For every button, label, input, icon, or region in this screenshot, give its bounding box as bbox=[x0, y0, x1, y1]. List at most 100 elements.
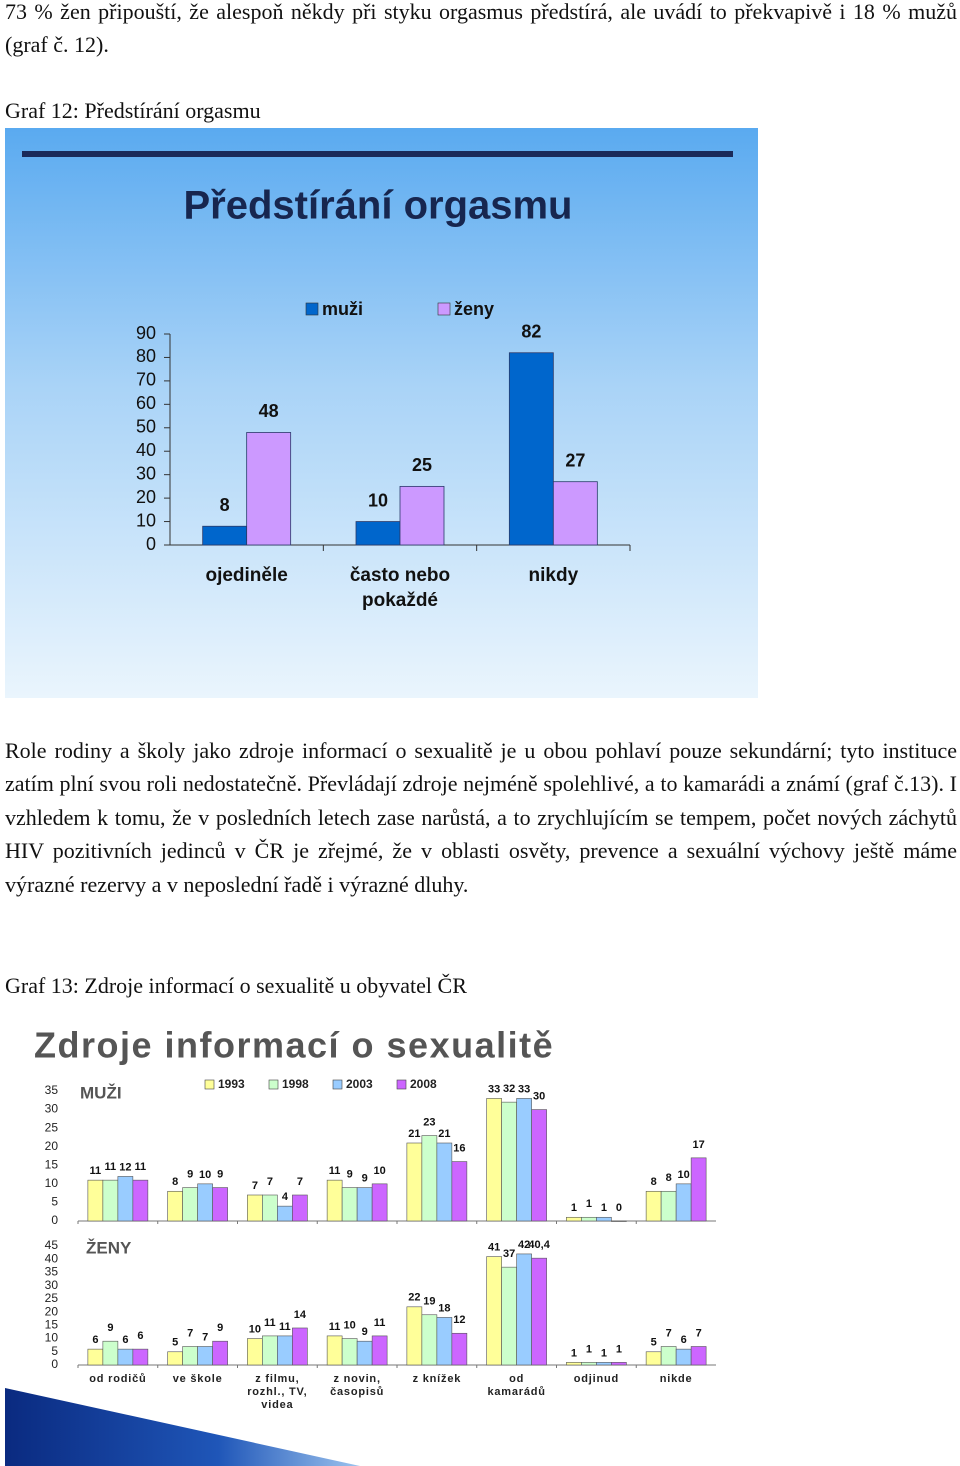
bar bbox=[197, 1346, 213, 1366]
bar bbox=[292, 1327, 308, 1366]
value-label: 11 bbox=[329, 1321, 341, 1333]
value-label: 25 bbox=[412, 455, 432, 475]
y-tick-label: 70 bbox=[136, 370, 156, 390]
chart-title: Předstírání orgasmu bbox=[183, 184, 572, 228]
bar bbox=[675, 1183, 692, 1222]
bar bbox=[581, 1362, 597, 1366]
value-label: 12 bbox=[119, 1161, 131, 1173]
bar bbox=[486, 1256, 502, 1366]
y-tick-label: 35 bbox=[45, 1265, 59, 1279]
bar bbox=[675, 1348, 692, 1366]
paragraph: 73 % žen připouští, že alespoň někdy při… bbox=[5, 0, 957, 58]
value-label: 1 bbox=[601, 1202, 607, 1214]
bar bbox=[516, 1253, 532, 1366]
value-label: 33 bbox=[518, 1083, 530, 1095]
value-label: 23 bbox=[423, 1116, 435, 1128]
bar bbox=[451, 1161, 468, 1222]
y-tick-label: 35 bbox=[45, 1083, 59, 1097]
paragraph: Role rodiny a školy jako zdroje informac… bbox=[5, 738, 957, 897]
panel-label: MUŽI bbox=[80, 1083, 122, 1102]
y-tick-label: 40 bbox=[136, 440, 156, 460]
value-label: 42 bbox=[518, 1239, 530, 1251]
bar bbox=[421, 1135, 438, 1222]
value-label: 9 bbox=[362, 1172, 368, 1184]
y-tick-label: 30 bbox=[136, 463, 156, 483]
y-tick-label: 90 bbox=[136, 323, 156, 343]
value-label: 17 bbox=[693, 1139, 705, 1151]
value-label: 10 bbox=[368, 490, 388, 510]
bar bbox=[182, 1187, 198, 1222]
bar bbox=[341, 1187, 358, 1222]
value-label: 6 bbox=[122, 1334, 128, 1346]
x-tick-label: od rodičů bbox=[89, 1373, 147, 1385]
value-label: 0 bbox=[616, 1202, 622, 1214]
bar bbox=[399, 485, 445, 546]
panel-label: ŽENY bbox=[86, 1238, 132, 1257]
bar bbox=[611, 1362, 627, 1366]
value-label: 9 bbox=[187, 1168, 193, 1180]
value-label: 1 bbox=[571, 1202, 577, 1214]
bar bbox=[451, 1332, 468, 1366]
bar bbox=[501, 1101, 517, 1222]
bar bbox=[690, 1346, 707, 1366]
legend-label: ženy bbox=[454, 299, 494, 319]
value-label: 7 bbox=[696, 1327, 702, 1339]
value-label: 14 bbox=[294, 1309, 307, 1321]
x-tick-label: odjinud bbox=[573, 1373, 620, 1385]
value-label: 37 bbox=[503, 1248, 515, 1260]
value-label: 82 bbox=[521, 322, 541, 342]
chart-title: Zdroje informací o sexualitě bbox=[34, 1025, 554, 1066]
value-label: 16 bbox=[453, 1142, 465, 1154]
y-tick-label: 40 bbox=[45, 1251, 59, 1265]
bar bbox=[182, 1346, 198, 1366]
value-label: 10 bbox=[199, 1169, 211, 1181]
legend-label: 1993 bbox=[218, 1077, 245, 1091]
bar bbox=[531, 1257, 547, 1366]
value-label: 11 bbox=[329, 1165, 341, 1177]
y-tick-label: 20 bbox=[136, 487, 156, 507]
legend-swatch bbox=[332, 1079, 343, 1090]
bar bbox=[87, 1348, 104, 1366]
value-label: 18 bbox=[438, 1302, 450, 1314]
legend-swatch bbox=[396, 1079, 407, 1090]
value-label: 22 bbox=[408, 1292, 420, 1304]
value-label: 9 bbox=[362, 1326, 368, 1338]
y-tick-label: 45 bbox=[45, 1238, 59, 1252]
bar bbox=[326, 1179, 343, 1222]
bar bbox=[356, 1187, 373, 1222]
x-tick-label: z knížek bbox=[412, 1373, 462, 1385]
value-label: 4 bbox=[282, 1191, 289, 1203]
y-tick-label: 10 bbox=[45, 1331, 59, 1345]
y-tick-label: 10 bbox=[136, 510, 156, 530]
bar bbox=[356, 1340, 373, 1366]
x-tick-label: nikde bbox=[659, 1373, 693, 1385]
y-tick-label: 20 bbox=[45, 1139, 59, 1153]
bar bbox=[87, 1179, 104, 1222]
bar bbox=[355, 521, 401, 546]
bar bbox=[421, 1314, 438, 1366]
y-tick-label: 50 bbox=[136, 417, 156, 437]
value-label: 11 bbox=[374, 1317, 386, 1329]
y-tick-label: 80 bbox=[136, 346, 156, 366]
value-label: 5 bbox=[172, 1337, 178, 1349]
bar bbox=[566, 1362, 582, 1366]
bar bbox=[566, 1216, 582, 1222]
value-label: 7 bbox=[666, 1327, 672, 1339]
bar bbox=[406, 1142, 423, 1222]
bar bbox=[167, 1190, 183, 1222]
value-label: 1 bbox=[586, 1198, 592, 1210]
value-label: 10 bbox=[678, 1169, 690, 1181]
bar bbox=[132, 1179, 149, 1222]
bar bbox=[596, 1216, 612, 1222]
chart-background bbox=[5, 128, 758, 698]
bar bbox=[212, 1187, 228, 1222]
value-label: 1 bbox=[616, 1343, 622, 1355]
bar bbox=[262, 1194, 278, 1222]
caption: Graf 12: Předstírání orgasmu bbox=[5, 98, 261, 123]
value-label: 7 bbox=[297, 1176, 303, 1188]
value-label: 1 bbox=[601, 1347, 607, 1359]
bar bbox=[262, 1335, 278, 1366]
value-label: 21 bbox=[408, 1128, 420, 1140]
legend-swatch bbox=[204, 1079, 215, 1090]
